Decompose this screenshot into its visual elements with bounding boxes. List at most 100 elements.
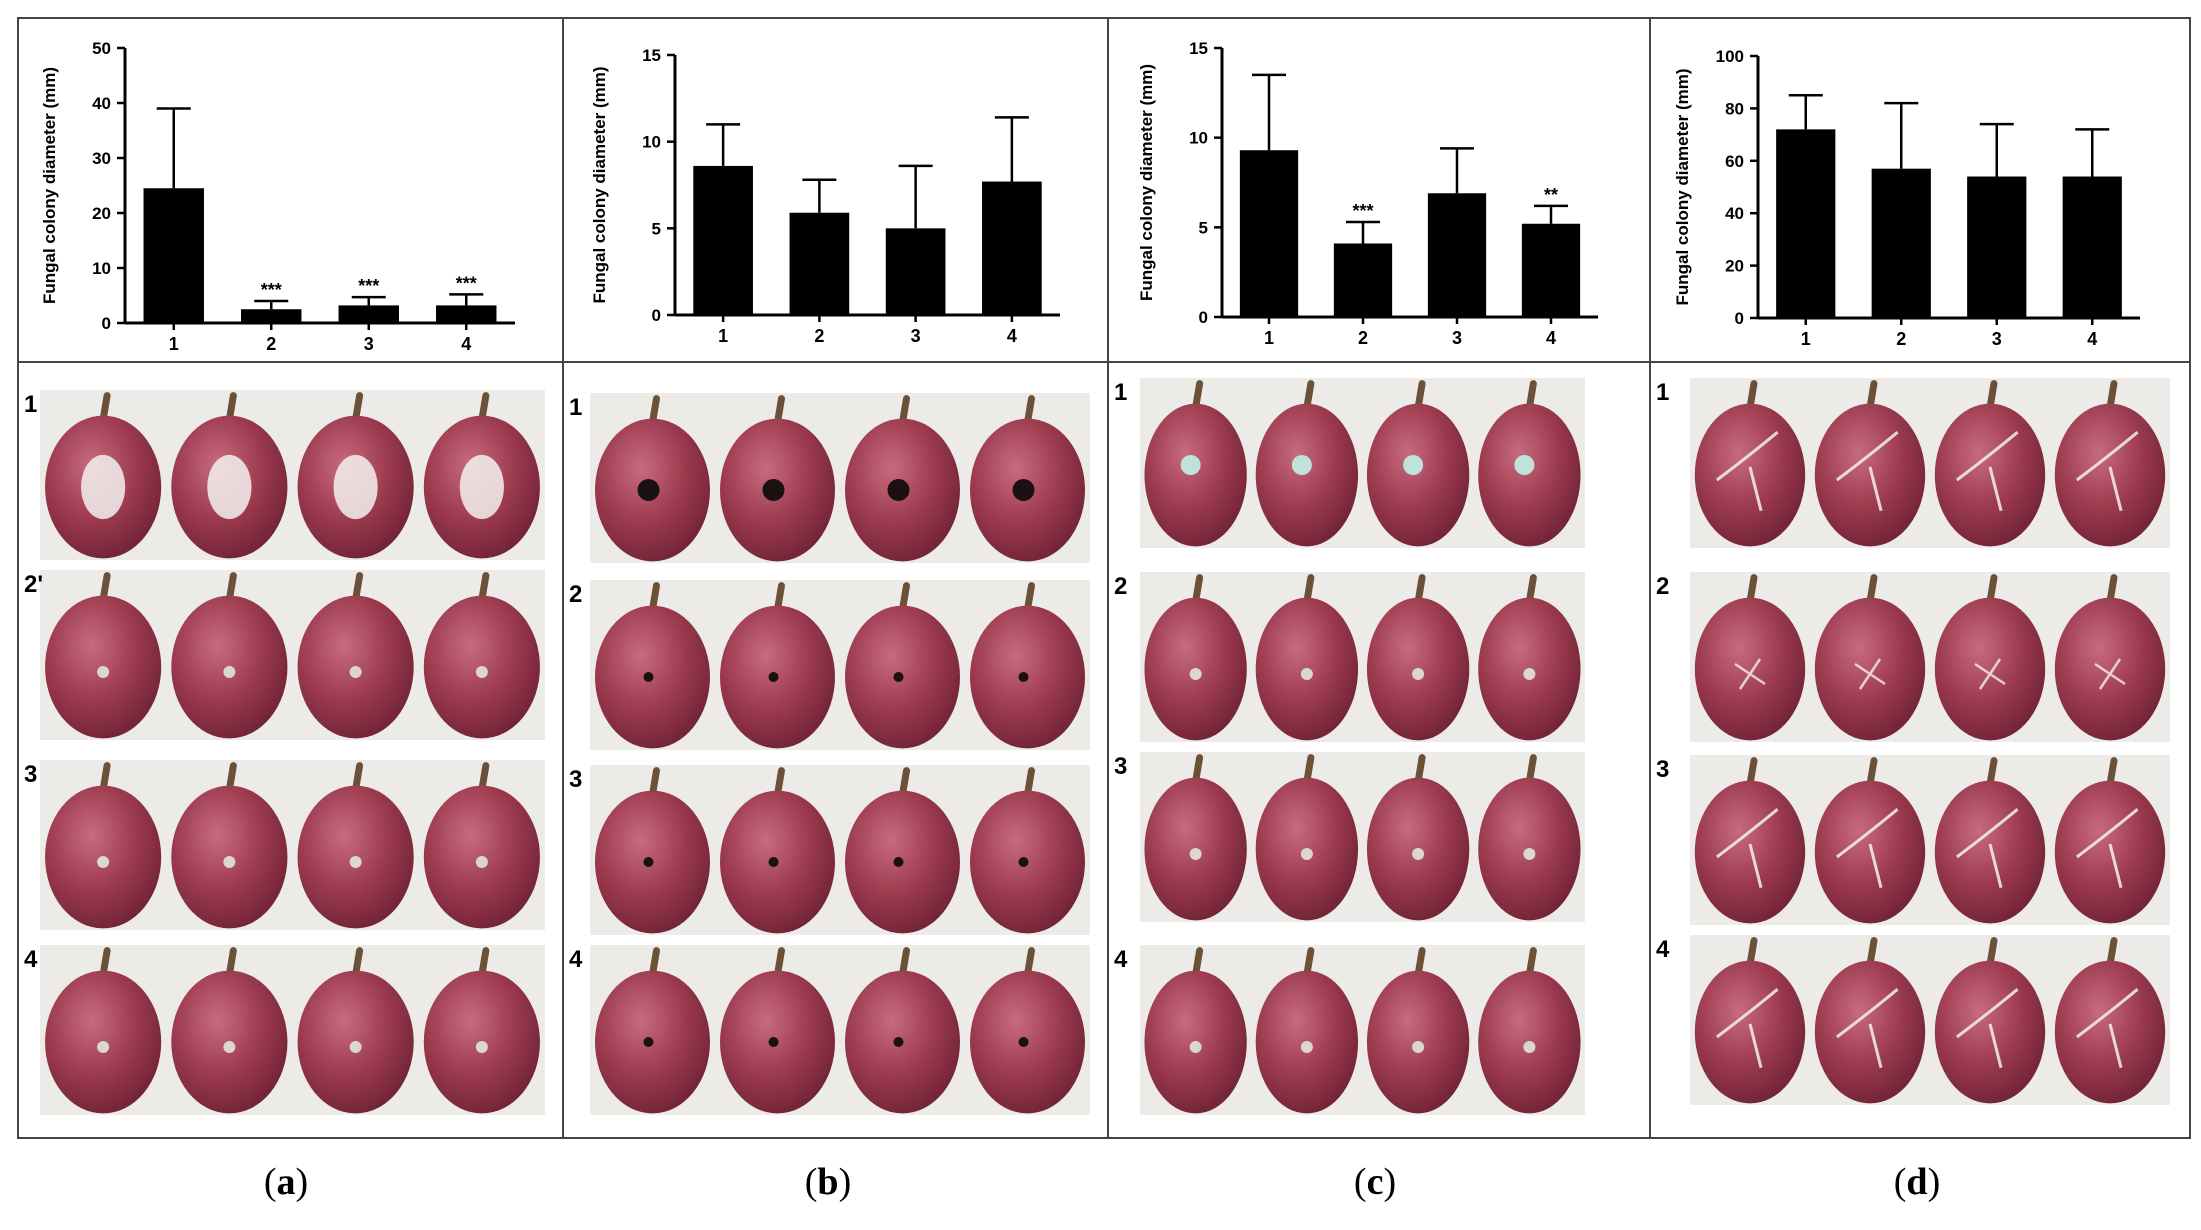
- mycelium-strands: [2075, 431, 2139, 512]
- grape-stem: [899, 395, 910, 427]
- grape-stem: [1192, 380, 1204, 412]
- grape-stem: [225, 762, 237, 794]
- grape-stem: [1024, 767, 1035, 799]
- y-tick-label: 0: [102, 314, 111, 333]
- significance-label: ***: [261, 280, 282, 300]
- mycelium-strands: [1974, 658, 2006, 690]
- grape-stem: [478, 572, 490, 604]
- bar: [2062, 176, 2122, 318]
- grape: [1814, 597, 1926, 741]
- x-tick-label: 3: [1992, 329, 2002, 349]
- lesion-spot: [643, 1037, 654, 1047]
- lesion-spot: [762, 479, 785, 501]
- x-tick-label: 1: [718, 326, 728, 346]
- mycelium-strands: [1854, 658, 1886, 690]
- grape: [1814, 403, 1926, 547]
- grape-stem: [649, 767, 660, 799]
- grape-stem: [774, 582, 785, 614]
- mycelium-patch: [207, 454, 252, 520]
- photo-panel-d: 1 2 3 4: [1656, 378, 2170, 1105]
- y-axis-label: Fungal colony diameter (mm): [1137, 64, 1156, 301]
- x-tick-label: 4: [2087, 329, 2097, 349]
- wound-spot: [1300, 1041, 1313, 1053]
- y-tick-label: 50: [92, 39, 111, 58]
- wound-spot: [97, 1041, 110, 1053]
- wound-spot: [1412, 668, 1425, 680]
- photo-row-label: 1: [569, 394, 582, 421]
- caption-a: (a): [263, 1161, 309, 1203]
- photo-row-label: 4: [1656, 936, 1670, 963]
- y-tick-label: 5: [652, 219, 661, 238]
- grape: [1934, 597, 2046, 741]
- lesion-spot: [1403, 455, 1424, 475]
- grape: [1934, 960, 2046, 1104]
- significance-label: **: [1544, 185, 1558, 205]
- grape: [1934, 403, 2046, 547]
- grape-stem: [99, 392, 111, 424]
- lesion-spot: [1012, 479, 1035, 501]
- grape-stem: [478, 947, 490, 979]
- photo-row-label: 2: [569, 581, 582, 608]
- lesion-spot: [643, 857, 654, 867]
- grape-stem: [1525, 574, 1537, 606]
- grape: [1694, 597, 1806, 741]
- wound-spot: [349, 856, 362, 868]
- x-tick-label: 3: [364, 334, 374, 354]
- bar: [1871, 168, 1931, 318]
- y-tick-label: 40: [92, 94, 111, 113]
- lesion-spot: [1018, 857, 1029, 867]
- grape: [1144, 403, 1247, 547]
- grape-stem: [2106, 574, 2118, 606]
- y-tick-label: 0: [1735, 309, 1744, 328]
- caption-d: (d): [1893, 1161, 1941, 1203]
- y-tick-label: 20: [92, 204, 111, 223]
- grape-stem: [1986, 757, 1998, 789]
- y-tick-label: 40: [1725, 204, 1744, 223]
- y-tick-label: 10: [642, 133, 661, 152]
- grape-stem: [774, 767, 785, 799]
- y-axis-label: Fungal colony diameter (mm): [40, 67, 59, 304]
- significance-label: ***: [358, 276, 379, 296]
- caption-b: (b): [804, 1161, 852, 1203]
- wound-spot: [1300, 848, 1313, 860]
- photo-row-label: 1: [1114, 379, 1127, 406]
- grape-stem: [225, 392, 237, 424]
- grape-stem: [649, 395, 660, 427]
- bar: [241, 309, 302, 323]
- lesion-spot: [1018, 672, 1029, 682]
- significance-label: ***: [1352, 201, 1373, 221]
- wound-spot: [1523, 1041, 1536, 1053]
- wound-spot: [223, 856, 236, 868]
- y-tick-label: 20: [1725, 257, 1744, 276]
- grape-stem: [2106, 380, 2118, 412]
- grape-stem: [352, 947, 364, 979]
- grape-stem: [899, 767, 910, 799]
- y-tick-label: 10: [1189, 129, 1208, 148]
- bar: [143, 188, 204, 323]
- photo-row-label: 3: [569, 766, 582, 793]
- grape-stem: [1414, 947, 1426, 979]
- grape-stem: [99, 572, 111, 604]
- y-tick-label: 80: [1725, 99, 1744, 118]
- bar: [1967, 176, 2027, 318]
- wound-spot: [223, 1041, 236, 1053]
- y-tick-label: 60: [1725, 152, 1744, 171]
- photo-panel-c: 1 2 3 4: [1114, 378, 1585, 1115]
- grape-stem: [352, 762, 364, 794]
- grape-stem: [649, 582, 660, 614]
- grape-stem: [1303, 380, 1315, 412]
- caption-c: (c): [1353, 1161, 1397, 1203]
- mycelium-patch: [459, 454, 504, 520]
- grape-stem: [1414, 754, 1426, 786]
- bar-chart-c: 0 5 10 15 Fungal colony diameter (mm) 1 2 *** 3 4…: [1137, 39, 1598, 348]
- lesion-spot: [768, 672, 779, 682]
- bar: [789, 212, 850, 315]
- grape: [2054, 780, 2166, 924]
- lesion-spot: [643, 672, 654, 682]
- grape-stem: [1525, 754, 1537, 786]
- mycelium-strands: [1835, 431, 1899, 512]
- grape-stem: [1303, 947, 1315, 979]
- photo-row-label: 4: [24, 946, 38, 973]
- mycelium-strands: [1715, 808, 1779, 889]
